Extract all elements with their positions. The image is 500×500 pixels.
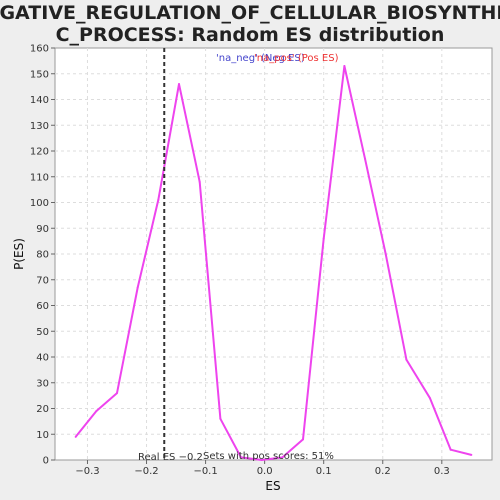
series-point [178,83,181,86]
series-point [428,397,431,400]
y-tick-label: 0 [43,456,49,467]
y-tick-label: 160 [30,44,49,55]
y-tick-label: 70 [36,275,49,286]
y-tick-label: 90 [36,224,49,235]
series-point [384,253,387,255]
x-tick-label: −0.2 [134,466,158,477]
y-tick-label: 40 [36,353,49,364]
x-tick-label: 0.1 [316,466,332,477]
series-line [74,65,472,461]
x-tick-label: −0.1 [193,466,217,477]
x-tick-label: −0.3 [75,466,99,477]
x-tick-label: 0.3 [434,466,450,477]
series-point [322,237,325,240]
legend: 'na_neg' (Neg ES) 'na_pos' (Pos ES) [216,53,339,64]
y-axis-title: P(ES) [12,238,26,270]
series-layer [74,65,473,461]
x-axis-ticks: −0.3 −0.2 −0.1 0.0 0.1 0.2 0.3 [75,460,450,477]
x-axis-title: ES [265,479,280,493]
y-tick-label: 110 [30,172,49,183]
series-point [240,456,243,459]
series-point [198,180,201,183]
series-point [157,198,160,201]
chart-title-line-2: C_PROCESS: Random ES distribution [56,24,445,46]
series-point [74,435,77,438]
x-tick-label: 0.2 [375,466,391,477]
y-tick-label: 140 [30,95,49,106]
y-tick-label: 80 [36,250,49,261]
chart-title-line-1: NEGATIVE_REGULATION_OF_CELLULAR_BIOSYNTH… [0,2,500,24]
series-point [364,157,367,160]
series-point [260,459,263,461]
y-tick-label: 100 [30,198,49,209]
series-point [219,417,222,420]
series-point [136,286,139,289]
y-tick-label: 60 [36,301,49,312]
y-tick-label: 50 [36,327,49,338]
legend-entry-neg: 'na_neg' (Neg ES) [216,53,305,64]
y-tick-label: 10 [36,430,49,441]
grid-lines [55,48,492,460]
y-tick-label: 120 [30,147,49,158]
y-axis-ticks: 0 10 20 30 40 50 60 70 80 90 100 110 120 130 140 150 160 [30,44,55,467]
real-es-annotation: Real ES −0.2 [138,452,203,463]
y-tick-label: 130 [30,121,49,132]
legend-entry-pos: 'na_pos' (Pos ES) [254,53,339,64]
series-point [343,65,346,68]
series-point [405,358,408,361]
y-tick-label: 20 [36,404,49,415]
series-point [281,456,284,459]
series-point [449,448,452,451]
series-point [470,453,473,456]
x-tick-label: 0.0 [257,466,273,477]
y-tick-label: 150 [30,69,49,80]
y-tick-label: 30 [36,378,49,389]
series-point [95,410,98,413]
pos-scores-annotation: Sets with pos scores: 51% [203,451,334,462]
series-point [116,392,119,395]
series-point [302,438,305,441]
